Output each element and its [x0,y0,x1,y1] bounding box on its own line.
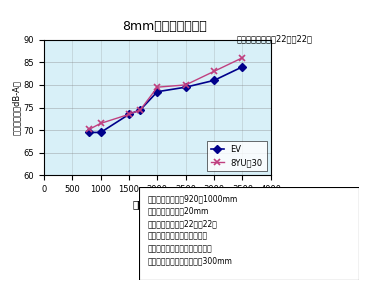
EV [98,131,103,134]
Text: 8mmタイプ騒音比較: 8mmタイプ騒音比較 [122,20,207,33]
8YU－30 [87,128,92,131]
FancyBboxPatch shape [139,187,359,280]
8YU－30 [98,122,103,125]
Text: ベルト長さ　：　920～1000mm
ベルト幅　　：　20mm
プーリサイズ：　22歯／22歯
取り付け張力：　各社推奨値
マイク位置　：　ベルト中央部
　　　: ベルト長さ ： 920～1000mm ベルト幅 ： 20mm プーリサイズ： 2… [148,194,238,266]
8YU－30 [183,83,188,87]
EV [240,65,244,68]
EV [127,113,131,116]
Line: EV: EV [86,64,245,135]
Text: プーリ歯数　：　22歯／22歯: プーリ歯数 ： 22歯／22歯 [236,34,313,43]
EV [212,79,216,82]
EV [183,85,188,89]
EV [87,131,92,134]
8YU－30 [127,113,131,116]
Y-axis label: 騒音レベル（dB-A）: 騒音レベル（dB-A） [12,80,21,135]
8YU－30 [240,56,244,59]
EV [138,108,142,112]
8YU－30 [138,108,142,112]
EV [155,90,160,93]
Legend: EV, 8YU－30: EV, 8YU－30 [207,141,267,171]
Line: 8YU－30: 8YU－30 [86,54,246,133]
X-axis label: 回転数（rpm）: 回転数（rpm） [133,200,182,210]
8YU－30 [212,70,216,73]
8YU－30 [155,85,160,89]
